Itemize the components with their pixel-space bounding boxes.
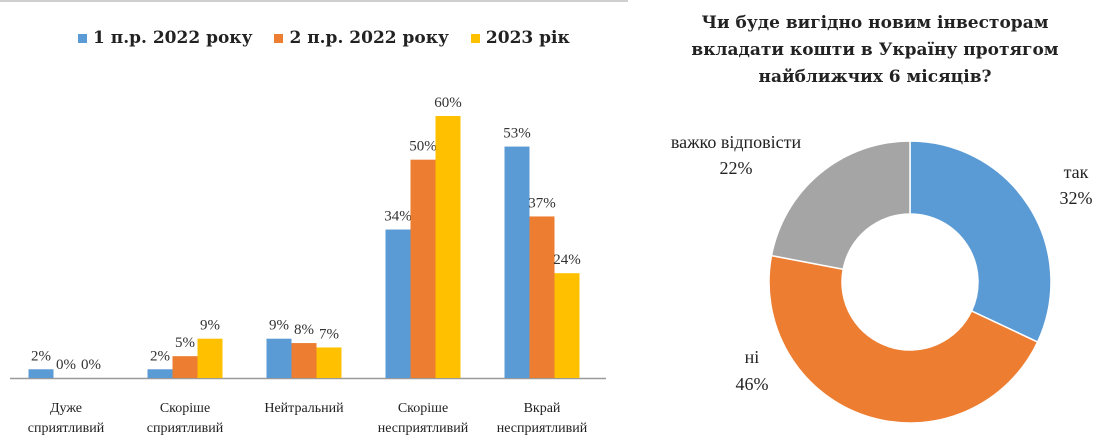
legend-swatch-series-3 (470, 33, 480, 43)
bar-s1-c2 (147, 369, 173, 378)
donut-label-pct-3: 22% (720, 158, 753, 178)
data-label-s2-c1: 0% (56, 357, 76, 373)
category-label-5-line-2: несприятливий (497, 421, 588, 436)
bar-s1-c1 (28, 369, 54, 378)
legend-label-series-2: 2 п.р. 2022 року (289, 28, 449, 48)
data-label-s2-c4: 50% (409, 139, 437, 155)
data-label-s2-c5: 37% (528, 195, 556, 211)
bar-chart: 2% 0% 0% Дуже сприятливий 2% 5% 9% Скоріше сприят… (10, 95, 606, 436)
data-label-s3-c5: 24% (553, 252, 581, 268)
legend-swatch-series-1 (78, 33, 87, 43)
bar-s1-c4 (385, 229, 411, 378)
data-label-s3-c3: 7% (319, 326, 339, 342)
bar-s1-c5 (504, 146, 530, 378)
donut-label-name-3: важко відповісти (671, 132, 802, 152)
data-label-s3-c4: 60% (434, 95, 462, 111)
data-label-s1-c1: 2% (31, 348, 51, 364)
bar-s2-c4 (410, 159, 436, 378)
top-border-line (0, 0, 628, 2)
donut-label-pct-1: 32% (1060, 188, 1093, 208)
donut-slice-2 (768, 254, 1039, 424)
bar-chart-legend: 1 п.р. 2022 року 2 п.р. 2022 року 2023 р… (78, 28, 570, 48)
donut-chart-title: Чи буде вигідно новим інвесторам вкладат… (691, 13, 1059, 87)
legend-label-series-3: 2023 рік (485, 28, 570, 48)
bar-s3-c3 (316, 347, 342, 378)
category-label-4-line-1: Скоріше (398, 401, 448, 416)
legend-item-series-3: 2023 рік (470, 28, 570, 48)
data-label-s1-c3: 9% (269, 318, 289, 334)
bar-s1-c3 (266, 338, 292, 378)
data-label-s1-c4: 34% (384, 209, 412, 225)
category-label-5-line-1: Вкрай (524, 401, 561, 416)
category-label-2-line-1: Скоріше (160, 401, 210, 416)
bar-s2-c5 (529, 216, 555, 378)
data-label-s1-c5: 53% (503, 126, 531, 142)
category-label-4-line-2: несприятливий (378, 421, 469, 436)
category-label-3-line-1: Нейтральний (264, 401, 344, 416)
donut-chart: так 32% ні 46% важко відповісти 22% (671, 132, 1093, 424)
legend-swatch-series-2 (274, 33, 284, 43)
donut-label-pct-2: 46% (736, 374, 769, 394)
donut-slice-3 (770, 140, 911, 271)
data-label-s3-c2: 9% (200, 318, 220, 334)
donut-label-name-2: ні (745, 347, 760, 367)
data-label-s3-c1: 0% (81, 357, 101, 373)
bar-s3-c4 (435, 116, 461, 378)
bar-s2-c2 (172, 356, 198, 378)
category-label-1-line-2: сприятливий (28, 421, 105, 436)
donut-slice-1 (909, 140, 1052, 344)
data-label-s1-c2: 2% (150, 348, 170, 364)
donut-label-name-1: так (1064, 162, 1089, 182)
category-label-1-line-1: Дуже (50, 401, 82, 416)
data-label-s2-c2: 5% (175, 335, 195, 351)
legend-item-series-1: 1 п.р. 2022 року (78, 28, 252, 48)
legend-label-series-1: 1 п.р. 2022 року (93, 28, 253, 48)
bar-s3-c5 (554, 273, 580, 378)
legend-item-series-2: 2 п.р. 2022 року (274, 28, 449, 48)
category-label-2-line-2: сприятливий (147, 421, 224, 436)
data-label-s2-c3: 8% (294, 322, 314, 338)
bar-s2-c3 (291, 343, 317, 378)
bar-s3-c2 (197, 338, 223, 378)
